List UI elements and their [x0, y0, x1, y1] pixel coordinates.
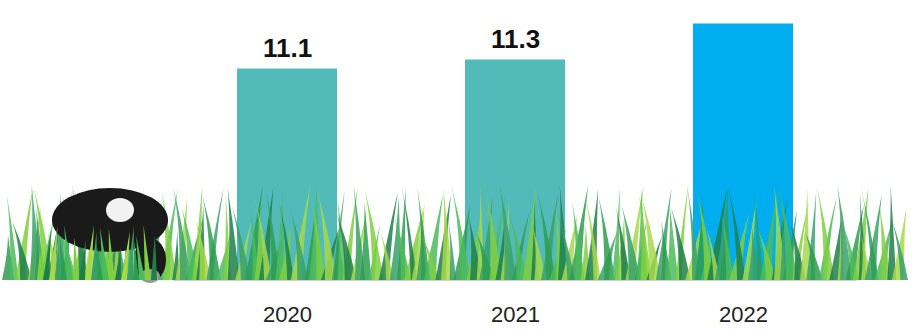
svg-text:2021: 2021: [491, 302, 540, 327]
svg-text:2020: 2020: [263, 302, 312, 327]
svg-text:2022: 2022: [719, 302, 768, 327]
svg-text:11.1: 11.1: [263, 33, 312, 63]
svg-text:11.3: 11.3: [491, 24, 540, 54]
